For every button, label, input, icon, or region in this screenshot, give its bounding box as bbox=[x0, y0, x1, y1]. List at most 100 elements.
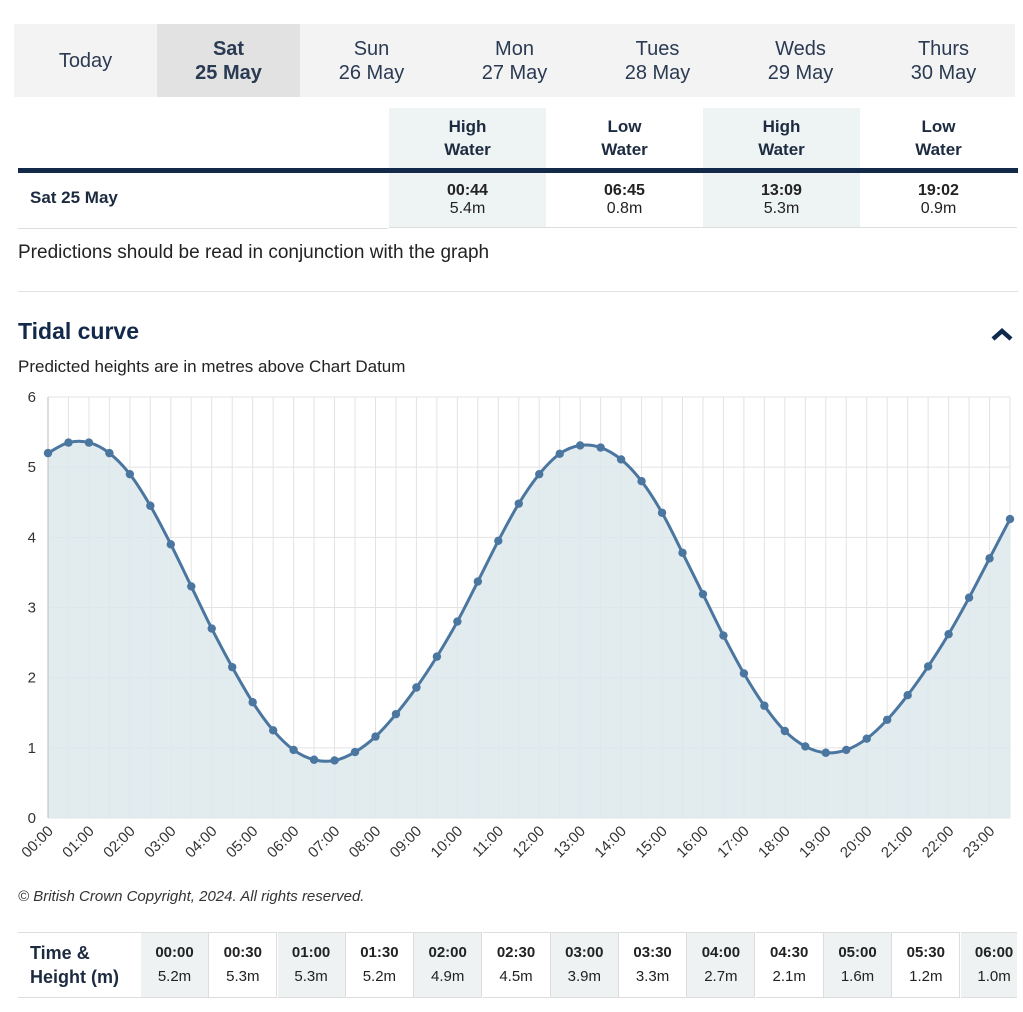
point bbox=[616, 455, 626, 464]
header-line: Low bbox=[921, 117, 956, 136]
tide-time: 19:02 bbox=[918, 182, 959, 199]
day-tab[interactable]: Weds 29 May bbox=[729, 24, 872, 97]
height-cell: 01:00 5.3m bbox=[277, 932, 346, 998]
point bbox=[575, 441, 585, 450]
tab-date: 29 May bbox=[767, 61, 834, 84]
tide-time: 06:45 bbox=[604, 182, 645, 199]
point bbox=[842, 745, 851, 755]
copyright: © British Crown Copyright, 2024. All rig… bbox=[18, 888, 365, 905]
point bbox=[678, 548, 687, 557]
x-tick-label: 12:00 bbox=[509, 823, 548, 862]
tide-cell: 06:45 0.8m bbox=[546, 173, 703, 228]
tab-date: 28 May bbox=[624, 61, 691, 84]
time: 01:30 bbox=[360, 944, 399, 961]
collapse-chevron[interactable] bbox=[985, 322, 1019, 346]
tide-height: 0.8m bbox=[606, 200, 643, 217]
point bbox=[555, 449, 564, 459]
point bbox=[125, 469, 135, 479]
height-cell: 00:00 5.2m bbox=[141, 932, 209, 998]
header-cell: High Water bbox=[389, 108, 546, 168]
point bbox=[657, 508, 667, 517]
height-cell: 01:30 5.2m bbox=[345, 932, 414, 998]
point bbox=[146, 501, 155, 510]
header-line: Water bbox=[758, 140, 805, 159]
x-tick-label: 22:00 bbox=[919, 823, 958, 862]
tide-time: 00:44 bbox=[447, 182, 488, 199]
day-tab[interactable]: Sat 25 May bbox=[157, 24, 300, 97]
height: 5.2m bbox=[157, 968, 192, 985]
height-cell: 02:30 4.5m bbox=[482, 932, 551, 998]
x-tick-label: 14:00 bbox=[591, 823, 630, 862]
y-tick-label: 6 bbox=[28, 389, 36, 406]
point bbox=[207, 624, 216, 633]
height-table-wrap: 00:00 5.2m 00:30 5.3m 01:00 5.3m 01:30 5.2m 02:0… bbox=[141, 0, 1017, 1012]
height-cell: 03:30 3.3m bbox=[619, 932, 688, 998]
time: 00:00 bbox=[155, 944, 194, 961]
height-cell: 00:30 5.3m bbox=[209, 932, 278, 998]
x-tick-label: 17:00 bbox=[714, 823, 753, 862]
time: 00:30 bbox=[223, 944, 262, 961]
x-tick-label: 15:00 bbox=[632, 823, 671, 862]
point bbox=[350, 747, 360, 757]
header-line: Water bbox=[915, 140, 962, 159]
point bbox=[432, 652, 442, 661]
x-tick-label: 00:00 bbox=[18, 823, 57, 862]
time: 06:00 bbox=[974, 944, 1014, 961]
height: 2.7m bbox=[704, 968, 738, 985]
y-tick-label: 4 bbox=[28, 529, 36, 546]
height: 2.1m bbox=[772, 968, 806, 985]
height: 5.3m bbox=[294, 968, 328, 985]
point bbox=[166, 540, 176, 549]
height-header: Time & Height (m) bbox=[18, 932, 141, 998]
point bbox=[698, 589, 708, 599]
point bbox=[739, 669, 749, 678]
day-tab[interactable]: Mon 27 May bbox=[443, 24, 586, 97]
point bbox=[187, 582, 196, 591]
x-tick-label: 20:00 bbox=[837, 823, 876, 862]
tide-height: 0.9m bbox=[920, 200, 957, 217]
day-tab[interactable]: Today bbox=[14, 24, 157, 97]
x-tick-label: 04:00 bbox=[182, 823, 221, 862]
section-title: Tidal curve bbox=[18, 318, 140, 344]
y-tick-label: 5 bbox=[28, 459, 36, 476]
y-tick-label: 2 bbox=[28, 670, 36, 687]
height: 1.0m bbox=[977, 968, 1011, 985]
tide-cell: 19:02 0.9m bbox=[860, 173, 1017, 228]
point bbox=[514, 499, 523, 508]
point bbox=[391, 709, 401, 719]
point bbox=[228, 662, 237, 672]
tab-date: 25 May bbox=[195, 61, 262, 84]
time: 03:30 bbox=[633, 944, 672, 961]
point bbox=[596, 443, 605, 452]
chart-subtitle: Predicted heights are in metres above Ch… bbox=[18, 357, 406, 376]
header-cell: Low Water bbox=[860, 108, 1017, 168]
day-tab[interactable]: Thurs 30 May bbox=[872, 24, 1015, 97]
tab-label: Mon bbox=[495, 37, 534, 60]
point bbox=[637, 477, 646, 486]
header-line: Low bbox=[607, 117, 642, 136]
day-tab[interactable]: Sun 26 May bbox=[300, 24, 443, 97]
divider bbox=[18, 291, 1018, 292]
time: 02:30 bbox=[496, 944, 536, 961]
point bbox=[473, 577, 483, 586]
height-cell: 02:00 4.9m bbox=[414, 932, 483, 998]
row-line bbox=[18, 228, 388, 229]
area bbox=[48, 441, 1010, 818]
x-tick-label: 21:00 bbox=[878, 823, 917, 862]
x-tick-label: 13:00 bbox=[550, 823, 589, 862]
point bbox=[453, 617, 462, 626]
x-tick-label: 08:00 bbox=[346, 823, 385, 862]
height: 1.6m bbox=[840, 968, 875, 985]
tidal-chart: 0 1 2 3 4 5 6 00:00 01:00 02:00 03:00 04:00 05:00 06:… bbox=[18, 389, 1015, 862]
point bbox=[248, 698, 257, 707]
point bbox=[985, 554, 994, 563]
header-line: Time & bbox=[30, 943, 90, 963]
x-tick-label: 19:00 bbox=[796, 823, 835, 862]
day-tab[interactable]: Tues 28 May bbox=[586, 24, 729, 97]
tab-date: 27 May bbox=[481, 61, 548, 84]
tab-label: Thurs bbox=[917, 37, 970, 60]
header-line: Water bbox=[601, 140, 648, 159]
height-cell: 06:00 1.0m bbox=[960, 932, 1017, 998]
height: 3.9m bbox=[567, 968, 601, 985]
point bbox=[719, 631, 728, 640]
